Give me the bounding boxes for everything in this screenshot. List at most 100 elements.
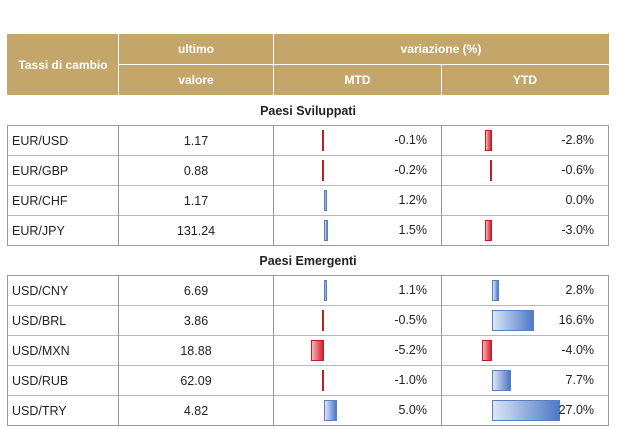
ytd-cell: 27.0%	[441, 395, 610, 426]
pair-column-header: Tassi di cambio	[7, 33, 119, 96]
mtd-wrap: -1.0%	[274, 366, 441, 395]
mtd-bar	[324, 400, 337, 421]
ytd-cell: -0.6%	[441, 155, 610, 186]
mtd-bar	[322, 130, 324, 151]
mtd-cell: 1.5%	[273, 215, 442, 246]
table-row: EUR/CHF 1.17 1.2% 0.0%	[7, 185, 610, 216]
section-title: Paesi Sviluppati	[7, 95, 609, 126]
exchange-rate-table: Tassi di cambio ultimo variazione (%) va…	[7, 33, 610, 426]
table-row: EUR/USD 1.17 -0.1% -2.8%	[7, 125, 610, 156]
mtd-text: 1.1%	[398, 283, 428, 297]
ytd-cell: 0.0%	[441, 185, 610, 216]
ytd-bar	[484, 220, 492, 241]
ytd-cell: 2.8%	[441, 275, 610, 306]
pair-cell: EUR/USD	[7, 125, 119, 156]
mtd-wrap: -5.2%	[274, 336, 441, 365]
ytd-text: 16.6%	[558, 313, 595, 327]
mtd-text: -0.1%	[394, 133, 427, 147]
table-row: USD/TRY 4.82 5.0% 27.0%	[7, 395, 610, 426]
mtd-text: -0.5%	[394, 313, 427, 327]
mtd-cell: -0.5%	[273, 305, 442, 336]
ytd-wrap: 2.8%	[442, 276, 608, 305]
ytd-cell: -4.0%	[441, 335, 610, 366]
mtd-wrap: 1.5%	[274, 216, 441, 245]
mtd-bar	[324, 220, 328, 241]
ytd-wrap: 0.0%	[442, 186, 608, 215]
table-row: USD/RUB 62.09 -1.0% 7.7%	[7, 365, 610, 396]
mtd-bar	[322, 310, 324, 331]
ytd-text: 27.0%	[558, 403, 595, 417]
mtd-cell: -1.0%	[273, 365, 442, 396]
mtd-cell: 1.2%	[273, 185, 442, 216]
ytd-text: -0.6%	[561, 163, 595, 177]
ytd-wrap: -4.0%	[442, 336, 608, 365]
pair-cell: USD/BRL	[7, 305, 119, 336]
mtd-header: MTD	[273, 64, 442, 96]
mtd-wrap: -0.1%	[274, 126, 441, 155]
last-value-cell: 62.09	[118, 365, 274, 396]
ytd-text: -2.8%	[561, 133, 595, 147]
mtd-cell: 1.1%	[273, 275, 442, 306]
pair-cell: EUR/GBP	[7, 155, 119, 186]
ytd-text: 7.7%	[565, 373, 595, 387]
section-header-row: Paesi Emergenti	[7, 245, 609, 276]
section-title: Paesi Emergenti	[7, 245, 609, 276]
pair-cell: EUR/JPY	[7, 215, 119, 246]
mtd-bar	[311, 340, 324, 361]
last-value-cell: 131.24	[118, 215, 274, 246]
mtd-text: -5.2%	[394, 343, 427, 357]
mtd-wrap: -0.5%	[274, 306, 441, 335]
last-value-cell: 1.17	[118, 125, 274, 156]
mtd-bar	[324, 190, 327, 211]
mtd-text: -1.0%	[394, 373, 427, 387]
mtd-text: 1.2%	[398, 193, 428, 207]
table-row: USD/CNY 6.69 1.1% 2.8%	[7, 275, 610, 306]
last-value-cell: 1.17	[118, 185, 274, 216]
last-value-cell: 3.86	[118, 305, 274, 336]
ytd-bar	[492, 310, 534, 331]
ytd-wrap: -3.0%	[442, 216, 608, 245]
pair-cell: USD/TRY	[7, 395, 119, 426]
mtd-bar	[321, 370, 324, 391]
last-value-header-line2: valore	[118, 64, 274, 96]
table-row: EUR/JPY 131.24 1.5% -3.0%	[7, 215, 610, 246]
ytd-wrap: 16.6%	[442, 306, 608, 335]
table-body: Paesi Sviluppati EUR/USD 1.17 -0.1% -2.8% EUR…	[7, 95, 610, 426]
ytd-cell: -3.0%	[441, 215, 610, 246]
mtd-text: -0.2%	[394, 163, 427, 177]
ytd-text: -4.0%	[561, 343, 595, 357]
mtd-bar	[324, 280, 327, 301]
ytd-wrap: 27.0%	[442, 396, 608, 425]
mtd-text: 5.0%	[398, 403, 428, 417]
ytd-wrap: 7.7%	[442, 366, 608, 395]
ytd-cell: 7.7%	[441, 365, 610, 396]
pair-cell: USD/CNY	[7, 275, 119, 306]
ytd-cell: -2.8%	[441, 125, 610, 156]
ytd-wrap: -2.8%	[442, 126, 608, 155]
mtd-cell: -0.1%	[273, 125, 442, 156]
mtd-cell: -5.2%	[273, 335, 442, 366]
ytd-text: -3.0%	[561, 223, 595, 237]
ytd-header: YTD	[440, 64, 610, 96]
mtd-cell: -0.2%	[273, 155, 442, 186]
ytd-bar	[492, 280, 499, 301]
change-header: variazione (%)	[272, 33, 610, 65]
table-row: EUR/GBP 0.88 -0.2% -0.6%	[7, 155, 610, 186]
pair-cell: USD/MXN	[7, 335, 119, 366]
ytd-bar	[482, 340, 492, 361]
last-value-cell: 6.69	[118, 275, 274, 306]
pair-cell: EUR/CHF	[7, 185, 119, 216]
mtd-wrap: -0.2%	[274, 156, 441, 185]
last-value-cell: 18.88	[118, 335, 274, 366]
mtd-text: 1.5%	[398, 223, 428, 237]
ytd-text: 2.8%	[565, 283, 595, 297]
ytd-cell: 16.6%	[441, 305, 610, 336]
ytd-bar	[492, 370, 512, 391]
mtd-cell: 5.0%	[273, 395, 442, 426]
pair-cell: USD/RUB	[7, 365, 119, 396]
ytd-bar	[492, 400, 560, 421]
ytd-text: 0.0%	[565, 193, 595, 207]
mtd-wrap: 5.0%	[274, 396, 441, 425]
ytd-bar	[490, 160, 492, 181]
last-value-cell: 4.82	[118, 395, 274, 426]
